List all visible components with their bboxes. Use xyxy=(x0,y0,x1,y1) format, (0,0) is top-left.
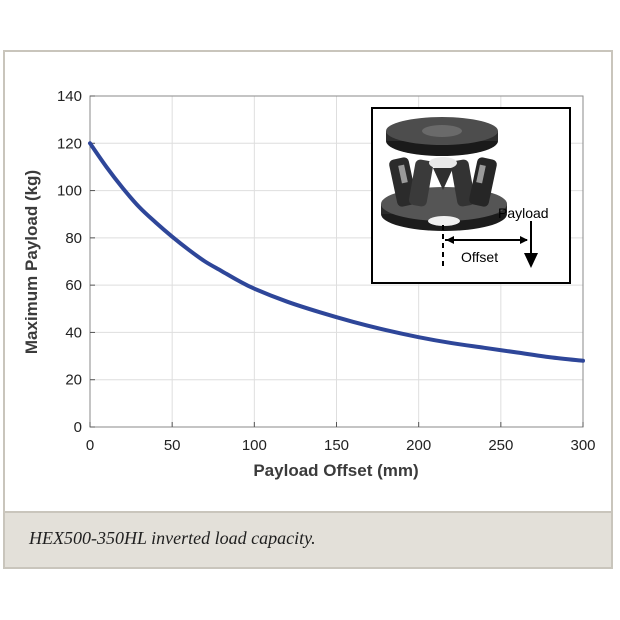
offset-label: Offset xyxy=(461,249,498,265)
x-tick-label: 300 xyxy=(570,437,595,454)
caption-bar: HEX500-350HL inverted load capacity. xyxy=(3,511,613,569)
y-tick-label: 40 xyxy=(65,324,82,341)
y-axis-ticks: 0 20 40 60 80 100 120 140 xyxy=(57,88,95,436)
x-tick-label: 250 xyxy=(488,437,513,454)
x-axis-title: Payload Offset (mm) xyxy=(253,461,418,480)
y-tick-label: 60 xyxy=(65,277,82,294)
x-tick-label: 0 xyxy=(86,437,94,454)
offset-arrowhead-left-icon xyxy=(446,236,454,244)
x-axis-ticks: 0 50 100 150 200 250 300 xyxy=(86,422,596,454)
x-tick-label: 50 xyxy=(164,437,181,454)
figure-caption: HEX500-350HL inverted load capacity. xyxy=(29,528,316,548)
x-tick-label: 200 xyxy=(406,437,431,454)
payload-label: Payload xyxy=(498,205,549,221)
y-tick-label: 80 xyxy=(65,230,82,247)
offset-arrowhead-right-icon xyxy=(520,236,528,244)
line-chart: 0 50 100 150 200 250 300 0 20 40 60 80 100 120 140 Pa… xyxy=(22,88,596,480)
payload-arrow-down-icon xyxy=(524,253,538,268)
y-tick-label: 140 xyxy=(57,88,82,105)
y-tick-label: 0 xyxy=(74,419,82,436)
y-tick-label: 100 xyxy=(57,183,82,200)
series-line xyxy=(88,141,585,363)
inset-box: Payload Offset xyxy=(371,107,571,284)
y-tick-label: 120 xyxy=(57,135,82,152)
x-tick-label: 150 xyxy=(324,437,349,454)
y-axis-title: Maximum Payload (kg) xyxy=(22,170,41,354)
hexapod-photo-icon xyxy=(381,117,507,231)
x-tick-label: 100 xyxy=(242,437,267,454)
y-tick-label: 20 xyxy=(65,372,82,389)
